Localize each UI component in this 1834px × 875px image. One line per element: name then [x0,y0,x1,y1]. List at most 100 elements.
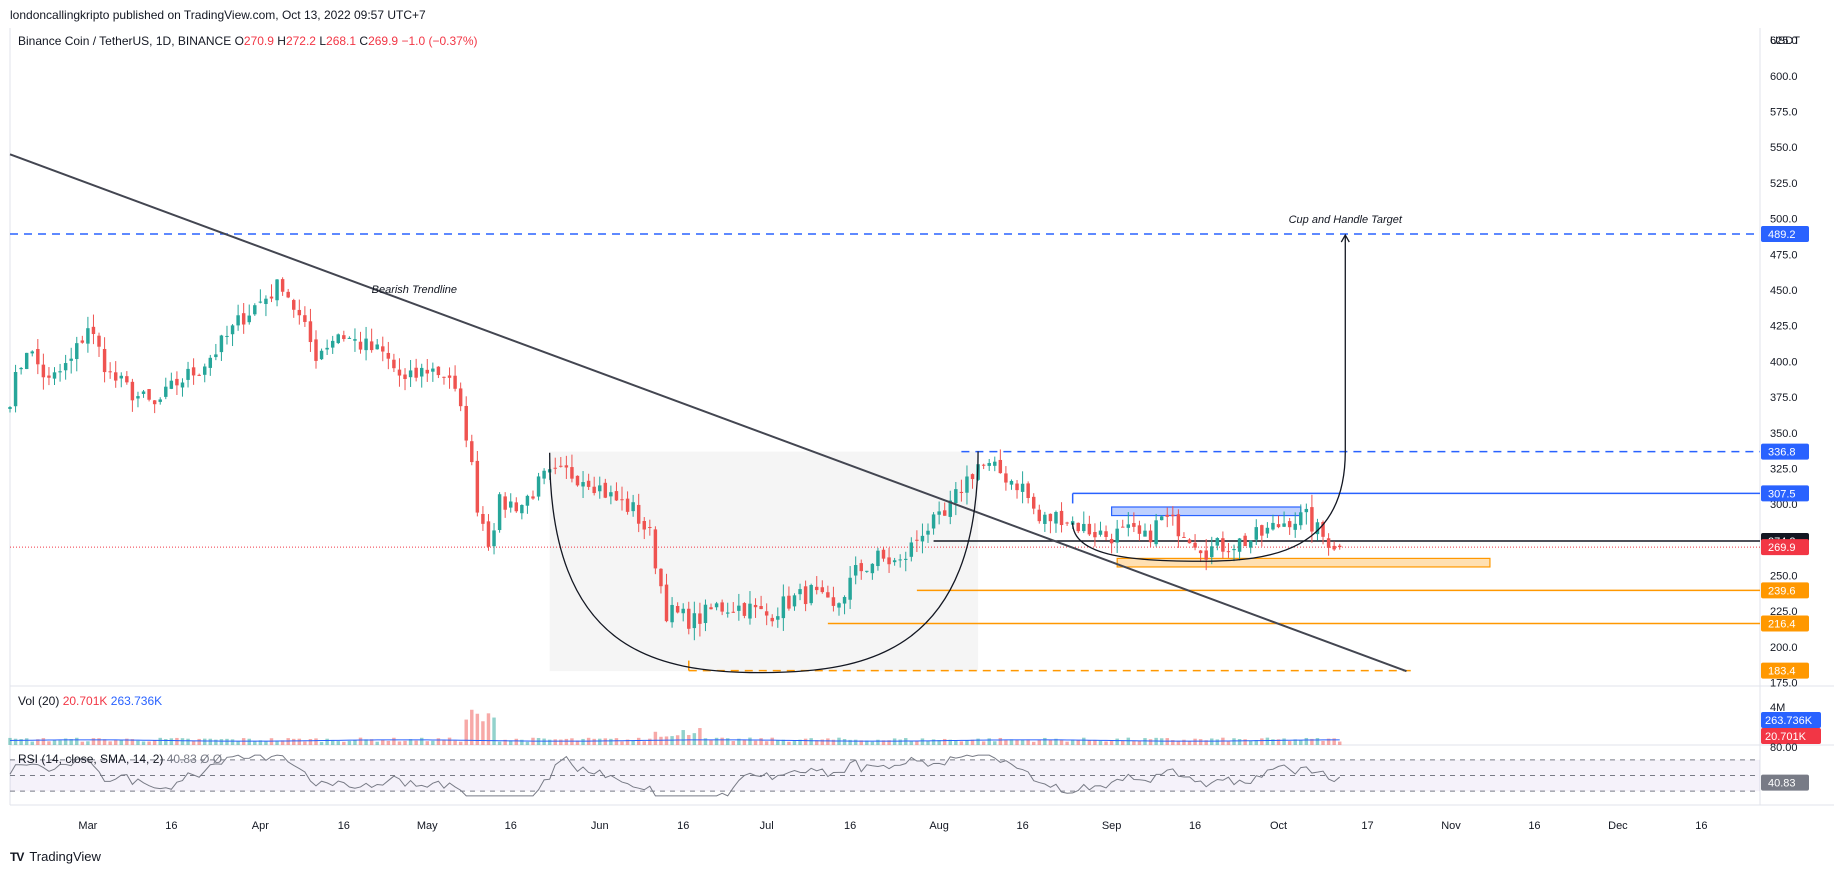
candle [659,568,663,594]
candle [1009,479,1014,490]
candle-body [1182,536,1186,538]
volume-bar [1143,738,1147,745]
candle-body [1115,528,1119,543]
publish-info: londoncallingkripto published on Trading… [10,8,426,22]
candle-body [742,603,747,616]
volume-legend[interactable]: Vol (20) 20.701K 263.736K [18,694,162,708]
symbol-legend[interactable]: Binance Coin / TetherUS, 1D, BINANCE O27… [18,34,478,48]
candle [1210,536,1214,565]
candle [275,279,279,307]
candle [915,530,919,552]
candle-body [303,315,307,322]
candle [136,391,140,408]
candle [86,316,90,353]
volume-bar [1093,740,1097,745]
volume-bar [392,737,396,745]
volume-bar [169,738,174,745]
candle-body [625,498,630,512]
volume-bar [191,740,196,745]
candle [69,347,73,374]
candle-body [41,364,46,378]
candle-body [1315,522,1320,535]
volume-bar [314,738,318,745]
date-tick-label: Jul [760,820,774,832]
candle-body [1048,513,1053,522]
volume-bar [336,741,340,745]
candle-body [1082,523,1086,532]
volume-bar [102,739,107,745]
volume-bar [993,741,997,745]
candle-body [614,491,619,501]
candle-body [158,399,162,402]
volume-bar [119,739,123,745]
date-tick-label: 16 [677,820,689,832]
volume-bar [965,740,969,745]
candle-body [486,521,491,547]
candle-body [598,485,602,492]
candle [1087,515,1092,537]
candle-body [965,476,969,493]
candle [102,337,107,383]
volume-bar [731,741,736,745]
rsi-badge-label: 40.83 [1768,778,1796,790]
volume-bar [1182,739,1186,745]
candle [987,458,991,471]
volume-bar [753,740,758,745]
candle [58,363,62,382]
candle [803,580,808,612]
volume-bar [375,741,379,745]
candle [809,583,813,606]
candle [447,367,452,389]
candle [553,457,557,475]
candle [714,601,719,611]
candle-body [798,589,802,595]
candle-body [1304,508,1309,513]
candle [942,502,947,516]
volume-bar [208,738,213,745]
date-tick-label: Jun [591,820,609,832]
price-tick-label: 525.0 [1770,178,1798,190]
volume-bar [264,741,268,745]
volume-bar [648,738,652,745]
candle-body [581,482,585,487]
candle [575,475,580,487]
candle [1098,521,1103,537]
candle [208,354,213,376]
candle [781,584,786,631]
volume-bar [1121,740,1125,745]
candle-body [308,321,313,343]
rsi-legend[interactable]: RSI (14, close, SMA, 14, 2) 40.83 Ø Ø [18,752,222,766]
price-tick-label: 600.0 [1770,71,1798,83]
candle [364,326,368,361]
candle-body [1109,538,1114,544]
volume-bar [1065,741,1069,745]
candle-body [792,595,797,607]
candle-body [876,550,880,567]
candle [542,468,546,485]
candle [998,449,1003,474]
price-tick-label: 300.0 [1770,499,1798,511]
candle-body [842,596,847,604]
candle [158,397,162,405]
close-value: 269.9 [368,34,399,48]
candle-body [1093,531,1097,538]
candle-body [909,542,914,557]
candle [776,607,780,628]
candle-body [653,529,658,569]
footer-brand[interactable]: TV TradingView [10,849,101,864]
candle-body [1310,507,1314,532]
date-tick-label: 16 [165,820,177,832]
candle-body [408,370,413,378]
candle-body [1248,540,1253,548]
candle-body [152,400,157,405]
candle [353,328,357,352]
candle-body [191,367,196,376]
candle [1031,493,1036,515]
candle-body [931,514,936,529]
volume-bar [253,740,257,745]
candle-body [603,482,608,498]
candle [1299,504,1303,530]
candle [1065,521,1069,526]
volume-bar [575,740,580,745]
